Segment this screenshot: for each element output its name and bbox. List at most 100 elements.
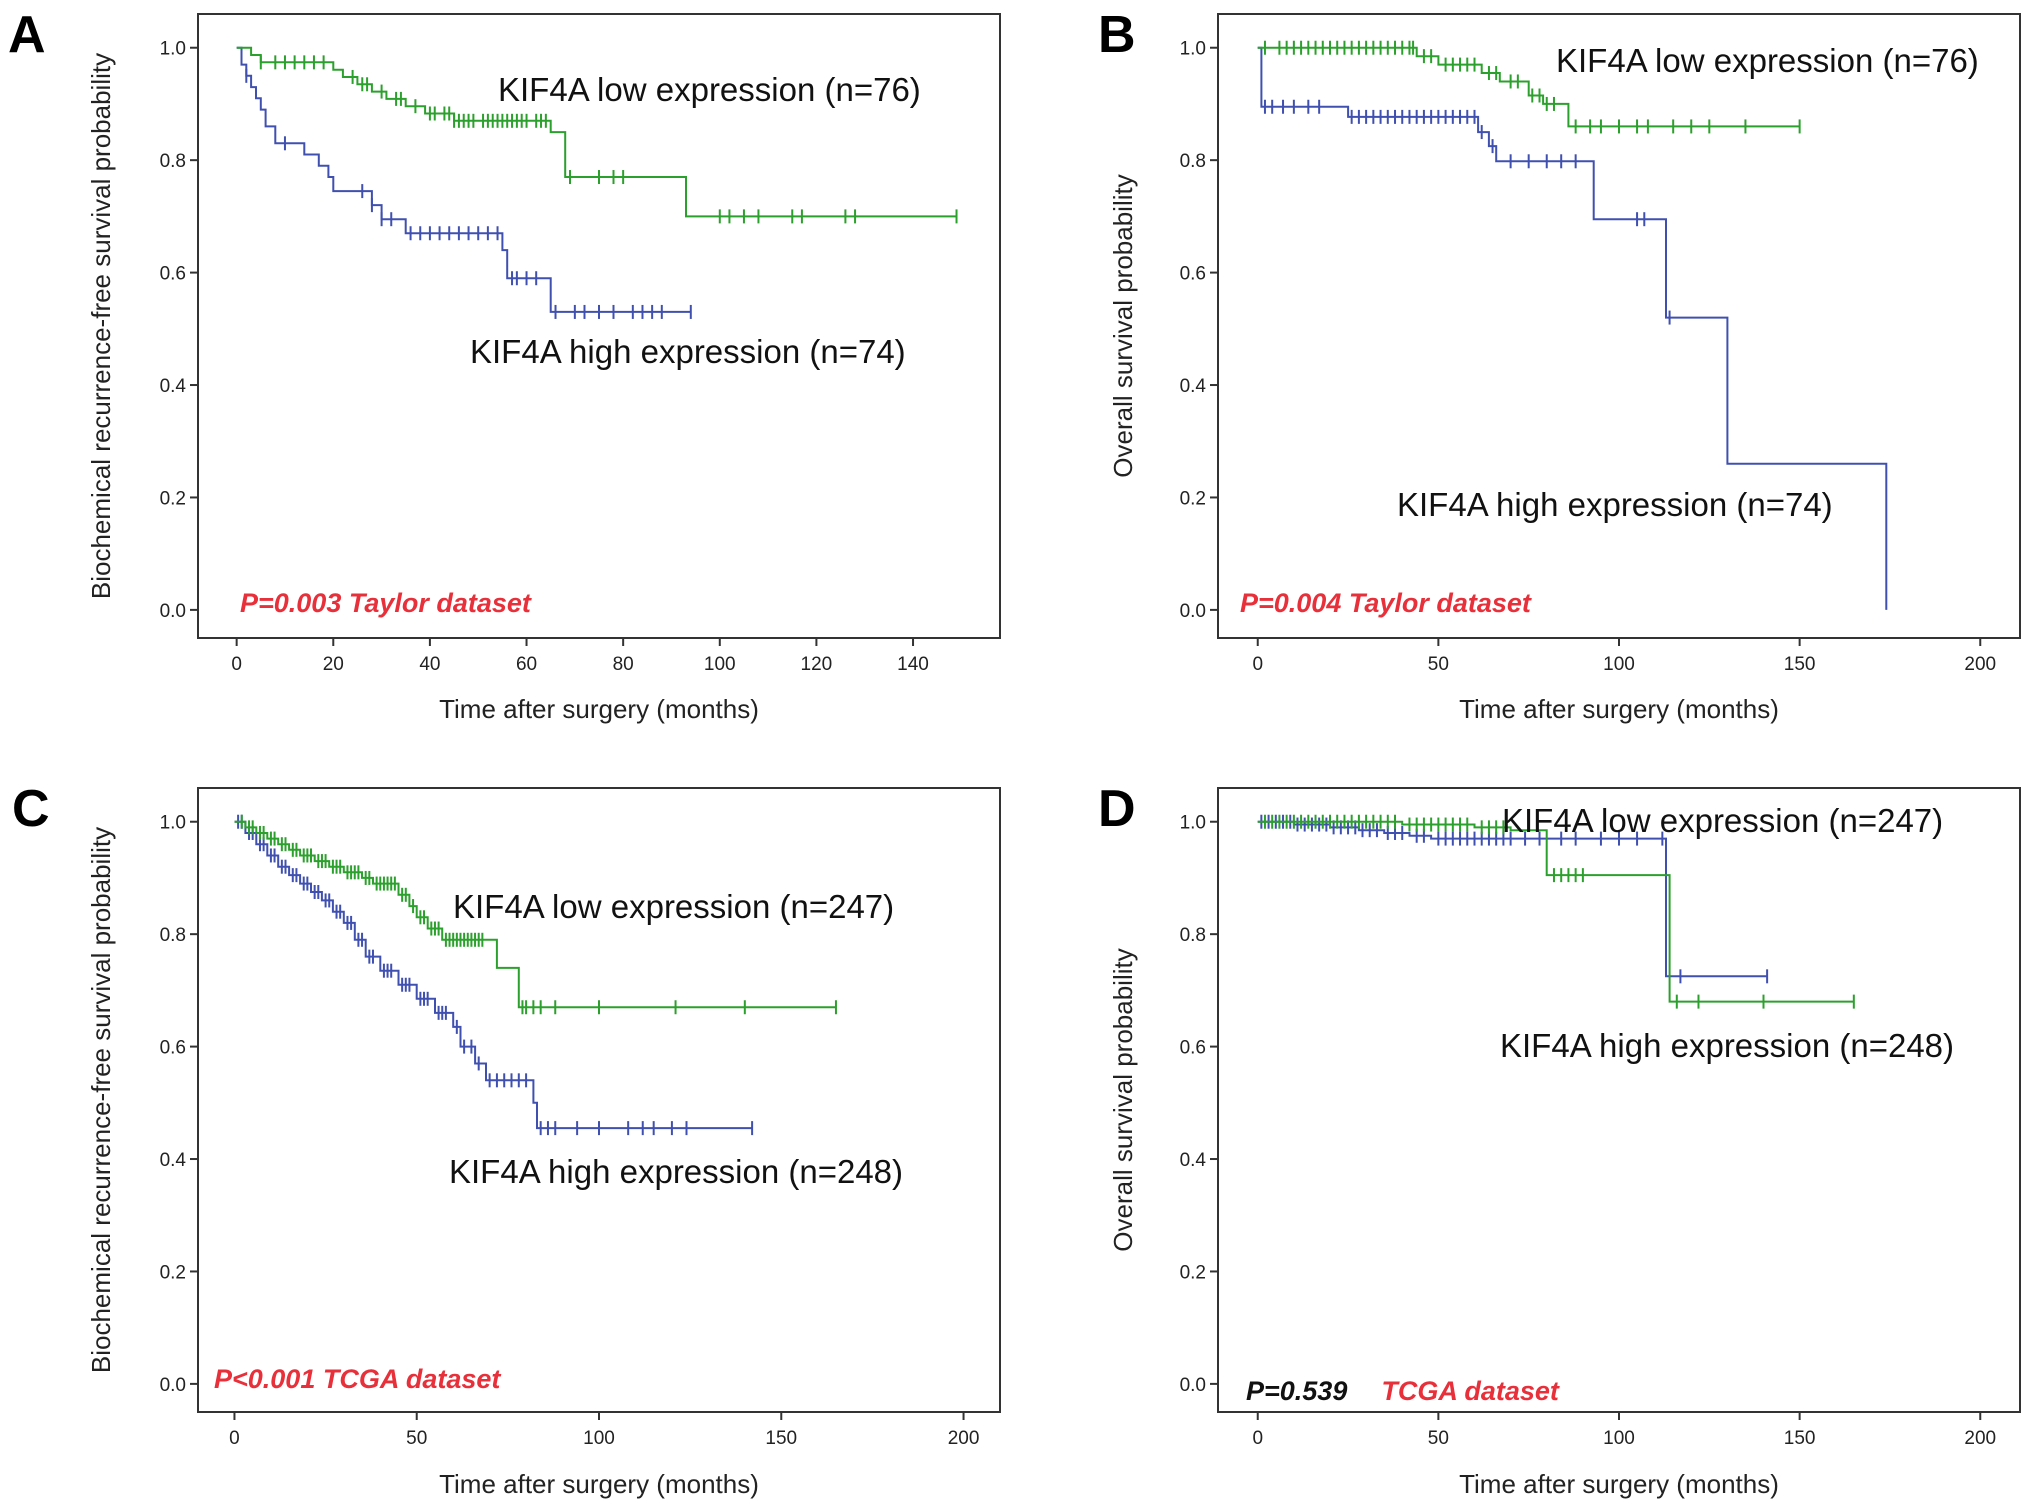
x-axis-c: 0 50 100 150 200 bbox=[229, 1412, 979, 1449]
x-tick-label-d: 0 bbox=[1252, 1428, 1263, 1449]
survival-curve-high-a bbox=[236, 46, 691, 313]
p-value-d: P=0.539 TCGA dataset bbox=[1246, 1376, 1560, 1406]
y-tick-label-a: 0.6 bbox=[160, 264, 186, 285]
curves-a bbox=[236, 46, 958, 319]
x-axis-d: 0 50 100 150 200 bbox=[1252, 1412, 1996, 1449]
x-axis-label-a: Time after surgery (months) bbox=[439, 694, 759, 724]
p-value-part: P<0.001 TCGA dataset bbox=[214, 1364, 501, 1394]
y-tick-label-d: 0.0 bbox=[1180, 1375, 1206, 1396]
curves-d bbox=[1257, 814, 1855, 1009]
x-tick-label-c: 100 bbox=[583, 1428, 615, 1449]
curves-c bbox=[234, 814, 837, 1136]
survival-curve-low-a bbox=[236, 46, 957, 218]
y-tick-label-c: 0.6 bbox=[160, 1038, 186, 1059]
x-tick-label-c: 50 bbox=[406, 1428, 427, 1449]
x-tick-label-b: 50 bbox=[1428, 654, 1449, 675]
panel-letter-a: A bbox=[8, 6, 46, 64]
p-value-part: P=0.004 Taylor dataset bbox=[1240, 588, 1532, 618]
x-tick-label-d: 50 bbox=[1428, 1428, 1449, 1449]
p-value-part: P=0.539 bbox=[1246, 1376, 1347, 1406]
survival-curve-high-c bbox=[234, 820, 753, 1130]
high-expression-label-c: KIF4A high expression (n=248) bbox=[449, 1153, 903, 1190]
low-expression-label-d: KIF4A low expression (n=247) bbox=[1502, 802, 1943, 839]
x-axis-label-d: Time after surgery (months) bbox=[1459, 1469, 1779, 1499]
y-tick-label-a: 0.2 bbox=[160, 488, 186, 509]
x-tick-label-a: 60 bbox=[516, 654, 537, 675]
y-tick-label-d: 1.0 bbox=[1180, 813, 1206, 834]
y-tick-label-b: 0.0 bbox=[1180, 601, 1206, 622]
x-tick-label-a: 120 bbox=[801, 654, 833, 675]
y-tick-label-d: 0.2 bbox=[1180, 1262, 1206, 1283]
x-tick-label-d: 100 bbox=[1603, 1428, 1635, 1449]
y-axis-label-c: Biochemical recurrence-free survival pro… bbox=[86, 827, 116, 1373]
y-tick-label-b: 0.8 bbox=[1180, 151, 1206, 172]
y-axis-a: 0.0 0.2 0.4 0.6 0.8 1.0 bbox=[160, 39, 198, 622]
x-tick-label-c: 0 bbox=[229, 1428, 240, 1449]
survival-curve-low-c bbox=[234, 820, 836, 1009]
y-tick-label-a: 0.0 bbox=[160, 601, 186, 622]
survival-curve-high-b bbox=[1257, 46, 1888, 610]
x-tick-label-b: 100 bbox=[1603, 654, 1635, 675]
x-axis-label-b: Time after surgery (months) bbox=[1459, 694, 1779, 724]
y-tick-label-b: 0.2 bbox=[1180, 488, 1206, 509]
p-value-c: P<0.001 TCGA dataset bbox=[214, 1364, 501, 1394]
x-tick-label-b: 150 bbox=[1784, 654, 1816, 675]
panel-letter-c: C bbox=[12, 780, 50, 838]
y-tick-label-b: 0.6 bbox=[1180, 264, 1206, 285]
y-tick-label-d: 0.4 bbox=[1180, 1150, 1207, 1171]
x-tick-label-a: 80 bbox=[613, 654, 634, 675]
curves-b bbox=[1257, 40, 1888, 610]
plot-frame-a bbox=[197, 13, 1001, 639]
p-value-part: TCGA dataset bbox=[1381, 1376, 1560, 1406]
low-expression-label-b: KIF4A low expression (n=76) bbox=[1556, 42, 1979, 79]
panel-a: A 0.00.20.40.60.81.0 0 20 40 60 80 100 120 140 … bbox=[8, 6, 1001, 724]
plot-frame-c bbox=[197, 787, 1001, 1413]
x-tick-label-d: 200 bbox=[1964, 1428, 1996, 1449]
x-tick-label-b: 0 bbox=[1252, 654, 1263, 675]
y-tick-label-c: 0.0 bbox=[160, 1375, 186, 1396]
p-value-part: P=0.003 Taylor dataset bbox=[240, 588, 532, 618]
y-axis-label-b: Overall survival probability bbox=[1108, 174, 1138, 477]
high-expression-label-d: KIF4A high expression (n=248) bbox=[1500, 1027, 1954, 1064]
y-axis-b: 0.0 0.2 0.4 0.6 0.8 1.0 bbox=[1180, 39, 1218, 622]
x-tick-label-a: 20 bbox=[323, 654, 344, 675]
p-value-b: P=0.004 Taylor dataset bbox=[1240, 588, 1532, 618]
panel-letter-b: B bbox=[1098, 6, 1136, 64]
x-tick-label-d: 150 bbox=[1784, 1428, 1816, 1449]
y-tick-label-c: 0.2 bbox=[160, 1262, 186, 1283]
x-tick-label-b: 200 bbox=[1964, 654, 1996, 675]
x-tick-label-a: 0 bbox=[231, 654, 242, 675]
panel-d: D 0.0 0.2 0.4 0.6 0.8 1.0 0 50 100 150 200 Time a… bbox=[1098, 780, 2021, 1499]
panel-c: C 0.0 0.2 0.4 0.6 0.8 1.0 0 50 100 150 200 Time a… bbox=[12, 780, 1001, 1499]
x-tick-label-c: 150 bbox=[765, 1428, 797, 1449]
survival-curve-high-d bbox=[1257, 820, 1768, 978]
y-tick-label-c: 1.0 bbox=[160, 813, 186, 834]
survival-curve-low-b bbox=[1257, 46, 1800, 128]
y-tick-label-a: 0.8 bbox=[160, 151, 186, 172]
y-tick-label-a: 0.4 bbox=[160, 376, 187, 397]
y-axis-c: 0.0 0.2 0.4 0.6 0.8 1.0 bbox=[160, 813, 198, 1396]
high-expression-label-a: KIF4A high expression (n=74) bbox=[470, 333, 906, 370]
plot-frame-d bbox=[1217, 787, 2021, 1413]
x-axis-b: 0 50 100 150 200 bbox=[1252, 638, 1996, 675]
x-axis-label-c: Time after surgery (months) bbox=[439, 1469, 759, 1499]
survival-curve-low-d bbox=[1257, 820, 1854, 1003]
y-tick-label-a: 1.0 bbox=[160, 39, 186, 60]
x-tick-label-a: 100 bbox=[704, 654, 736, 675]
low-expression-label-c: KIF4A low expression (n=247) bbox=[453, 888, 894, 925]
y-tick-label-d: 0.8 bbox=[1180, 925, 1206, 946]
x-axis-a: 0 20 40 60 80 100 120 140 bbox=[231, 638, 929, 675]
panel-b: B 0.0 0.2 0.4 0.6 0.8 1.0 0 50 100 150 200 Time a… bbox=[1098, 6, 2021, 724]
y-axis-label-a: Biochemical recurrence-free survival pro… bbox=[86, 53, 116, 599]
y-tick-label-d: 0.6 bbox=[1180, 1038, 1206, 1059]
x-tick-label-c: 200 bbox=[948, 1428, 980, 1449]
y-tick-label-c: 0.8 bbox=[160, 925, 186, 946]
p-value-a: P=0.003 Taylor dataset bbox=[240, 588, 532, 618]
y-tick-label-b: 0.4 bbox=[1180, 376, 1207, 397]
panel-letter-d: D bbox=[1098, 780, 1136, 838]
y-axis-d: 0.0 0.2 0.4 0.6 0.8 1.0 bbox=[1180, 813, 1218, 1396]
y-tick-label-b: 1.0 bbox=[1180, 39, 1206, 60]
y-tick-label-c: 0.4 bbox=[160, 1150, 187, 1171]
low-expression-label-a: KIF4A low expression (n=76) bbox=[498, 71, 921, 108]
